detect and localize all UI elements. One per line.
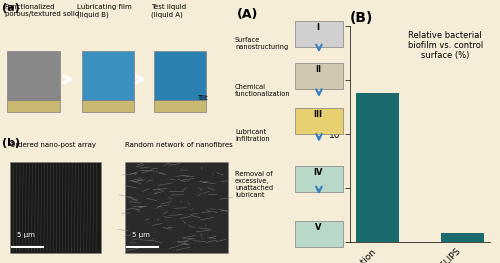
FancyBboxPatch shape (154, 50, 206, 100)
Text: 5 μm: 5 μm (17, 232, 34, 238)
FancyBboxPatch shape (125, 162, 228, 253)
FancyBboxPatch shape (295, 221, 343, 247)
FancyBboxPatch shape (82, 100, 134, 112)
FancyBboxPatch shape (295, 166, 343, 192)
Text: Relative bacterial
biofilm vs. control
surface (%): Relative bacterial biofilm vs. control s… (408, 31, 483, 60)
Bar (356, 93, 399, 242)
FancyBboxPatch shape (295, 63, 343, 89)
Text: (a): (a) (2, 3, 20, 13)
Text: (b): (b) (2, 138, 21, 148)
Text: V: V (314, 223, 321, 232)
Text: Ordered nano-post array: Ordered nano-post array (10, 142, 96, 148)
Text: Lubricating film
(liquid B): Lubricating film (liquid B) (77, 4, 132, 18)
FancyBboxPatch shape (154, 100, 206, 112)
Text: III: III (314, 110, 322, 119)
FancyBboxPatch shape (7, 50, 60, 100)
Text: (A): (A) (238, 8, 258, 21)
Text: Lubricant
infiltration: Lubricant infiltration (235, 129, 270, 142)
Text: Test liquid
(liquid A): Test liquid (liquid A) (151, 4, 186, 18)
Text: IV: IV (313, 168, 322, 177)
Text: Tilt: Tilt (197, 95, 207, 101)
Text: 5 μm: 5 μm (132, 232, 150, 238)
Bar (441, 233, 484, 242)
Text: Surface
nanostructuring: Surface nanostructuring (235, 37, 288, 50)
Text: II: II (315, 65, 321, 74)
Text: Chemical
functionalization: Chemical functionalization (235, 84, 290, 97)
FancyBboxPatch shape (295, 21, 343, 47)
Text: Functionalized
porous/textured solid: Functionalized porous/textured solid (5, 4, 79, 17)
Text: I: I (316, 23, 320, 32)
Text: (B): (B) (350, 11, 374, 25)
Text: Removal of
excessive,
unattached
lubricant: Removal of excessive, unattached lubrica… (235, 171, 273, 198)
FancyBboxPatch shape (295, 108, 343, 134)
FancyBboxPatch shape (82, 50, 134, 100)
FancyBboxPatch shape (10, 162, 101, 253)
FancyBboxPatch shape (7, 100, 60, 112)
Text: Random network of nanofibres: Random network of nanofibres (125, 142, 232, 148)
